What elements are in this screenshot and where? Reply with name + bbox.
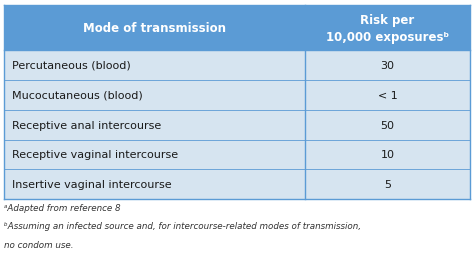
Bar (4, 81, 470, 110)
Text: ᵃAdapted from reference 8: ᵃAdapted from reference 8 (4, 203, 120, 212)
Text: Receptive anal intercourse: Receptive anal intercourse (12, 120, 162, 130)
Text: Receptive vaginal intercourse: Receptive vaginal intercourse (12, 150, 178, 160)
Text: 30: 30 (381, 61, 394, 71)
Bar (4, 170, 470, 199)
Text: 10: 10 (381, 150, 394, 160)
Text: Insertive vaginal intercourse: Insertive vaginal intercourse (12, 180, 172, 189)
Text: 5: 5 (384, 180, 391, 189)
Text: Percutaneous (blood): Percutaneous (blood) (12, 61, 131, 71)
Text: no condom use.: no condom use. (4, 240, 73, 249)
Bar (4, 140, 470, 170)
Text: ᵇAssuming an infected source and, for intercourse-related modes of transmission,: ᵇAssuming an infected source and, for in… (4, 221, 361, 230)
Text: Mode of transmission: Mode of transmission (82, 22, 226, 35)
Text: < 1: < 1 (378, 90, 397, 100)
Bar (4, 6, 470, 51)
Text: 50: 50 (381, 120, 394, 130)
Text: Mucocutaneous (blood): Mucocutaneous (blood) (12, 90, 143, 100)
Bar (4, 110, 470, 140)
Text: Risk per
10,000 exposuresᵇ: Risk per 10,000 exposuresᵇ (326, 14, 449, 43)
Bar (4, 51, 470, 81)
